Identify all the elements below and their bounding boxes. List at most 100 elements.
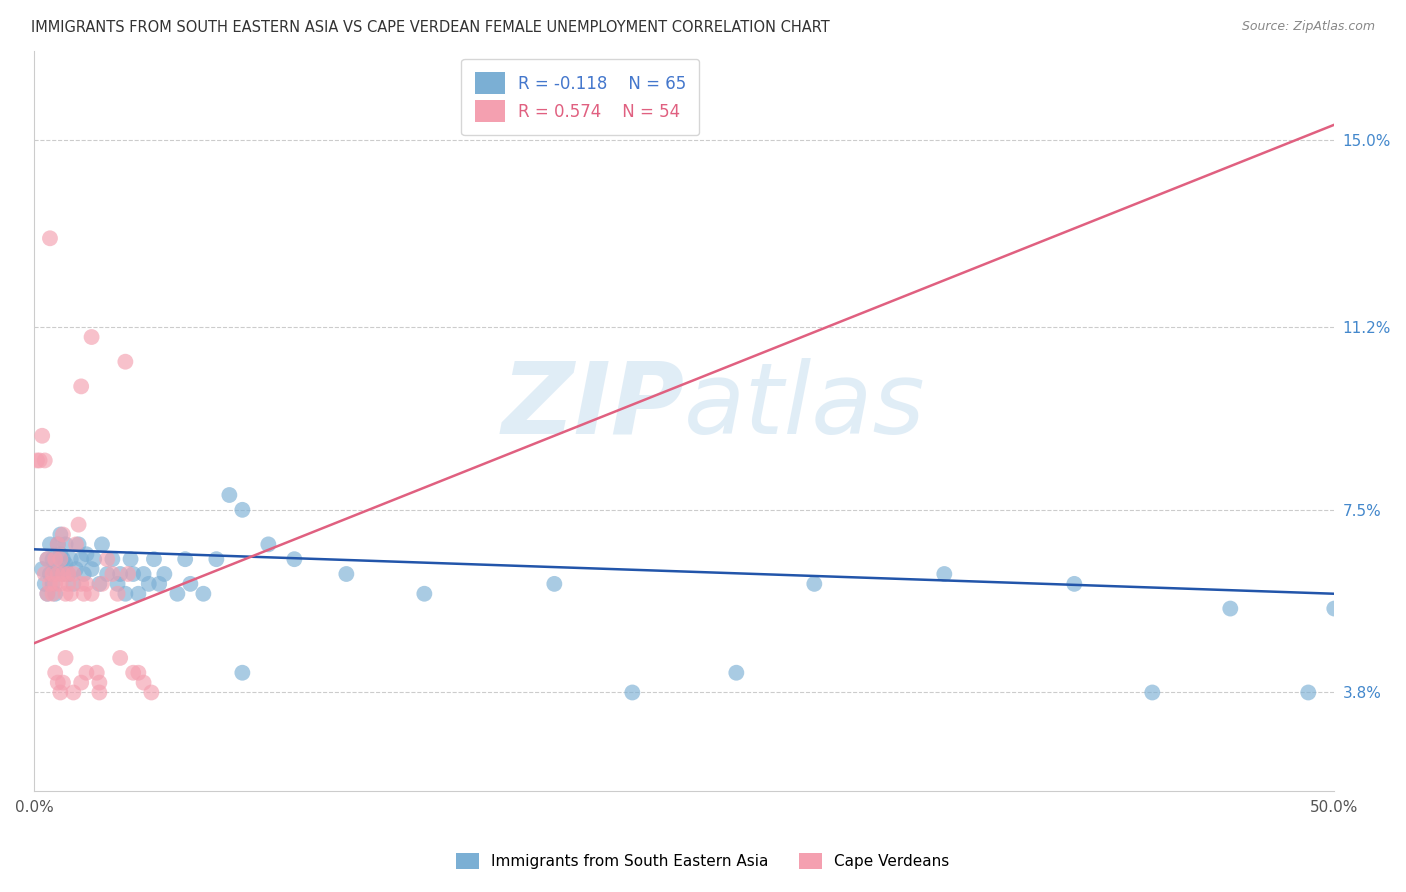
Point — [41, 566, 63, 581]
Point — [65, 562, 87, 576]
Point — [218, 488, 240, 502]
Point — [70, 552, 93, 566]
Point — [46, 537, 69, 551]
Point — [56, 566, 79, 581]
Text: ZIP: ZIP — [502, 358, 685, 455]
Point — [39, 537, 62, 551]
Point — [143, 552, 166, 566]
Point — [1323, 601, 1346, 615]
Point — [34, 566, 56, 581]
Point — [44, 665, 66, 680]
Point — [725, 665, 748, 680]
Point — [138, 577, 160, 591]
Point — [65, 537, 87, 551]
Point — [231, 503, 253, 517]
Point — [117, 566, 139, 581]
Point — [75, 547, 97, 561]
Point — [543, 577, 565, 591]
Point — [55, 587, 77, 601]
Point — [803, 577, 825, 591]
Point — [80, 330, 103, 344]
Point — [52, 675, 75, 690]
Point — [46, 537, 69, 551]
Point — [62, 685, 84, 699]
Point — [132, 566, 155, 581]
Point — [132, 675, 155, 690]
Text: IMMIGRANTS FROM SOUTH EASTERN ASIA VS CAPE VERDEAN FEMALE UNEMPLOYMENT CORRELATI: IMMIGRANTS FROM SOUTH EASTERN ASIA VS CA… — [31, 20, 830, 35]
Point — [55, 557, 77, 571]
Point — [114, 587, 136, 601]
Point — [31, 429, 53, 443]
Point — [127, 665, 149, 680]
Point — [108, 651, 131, 665]
Point — [231, 665, 253, 680]
Point — [89, 675, 111, 690]
Point — [37, 552, 59, 566]
Legend: Immigrants from South Eastern Asia, Cape Verdeans: Immigrants from South Eastern Asia, Cape… — [450, 847, 956, 875]
Point — [1219, 601, 1241, 615]
Point — [101, 552, 124, 566]
Point — [49, 547, 72, 561]
Point — [96, 552, 118, 566]
Text: atlas: atlas — [685, 358, 927, 455]
Point — [621, 685, 644, 699]
Text: Source: ZipAtlas.com: Source: ZipAtlas.com — [1241, 20, 1375, 33]
Point — [31, 562, 53, 576]
Point — [107, 587, 129, 601]
Point — [91, 537, 114, 551]
Point — [75, 577, 97, 591]
Point — [37, 552, 59, 566]
Point — [70, 577, 93, 591]
Point — [62, 577, 84, 591]
Point — [174, 552, 197, 566]
Point — [34, 453, 56, 467]
Point — [73, 566, 96, 581]
Point — [91, 577, 114, 591]
Point — [1298, 685, 1320, 699]
Point — [34, 577, 56, 591]
Point — [62, 566, 84, 581]
Point — [193, 587, 215, 601]
Point — [59, 552, 82, 566]
Point — [1063, 577, 1085, 591]
Legend: R = -0.118    N = 65, R = 0.574    N = 54: R = -0.118 N = 65, R = 0.574 N = 54 — [461, 59, 699, 136]
Point — [41, 552, 63, 566]
Point — [44, 587, 66, 601]
Point — [55, 651, 77, 665]
Point — [25, 453, 48, 467]
Point — [101, 566, 124, 581]
Point — [39, 577, 62, 591]
Point — [120, 552, 142, 566]
Point — [1142, 685, 1164, 699]
Point — [148, 577, 170, 591]
Point — [335, 566, 357, 581]
Point — [49, 685, 72, 699]
Point — [39, 231, 62, 245]
Point — [89, 577, 111, 591]
Point — [141, 685, 163, 699]
Point — [41, 587, 63, 601]
Point — [179, 577, 201, 591]
Point — [257, 537, 280, 551]
Point — [49, 577, 72, 591]
Point — [70, 675, 93, 690]
Point — [55, 537, 77, 551]
Point — [44, 566, 66, 581]
Point — [46, 675, 69, 690]
Point — [49, 552, 72, 566]
Point — [205, 552, 228, 566]
Point — [52, 552, 75, 566]
Point — [89, 685, 111, 699]
Point — [52, 566, 75, 581]
Point — [70, 379, 93, 393]
Point — [108, 566, 131, 581]
Point — [28, 453, 51, 467]
Point — [413, 587, 436, 601]
Point — [56, 566, 79, 581]
Point — [44, 552, 66, 566]
Point — [44, 577, 66, 591]
Point — [37, 587, 59, 601]
Point — [122, 665, 145, 680]
Point — [52, 527, 75, 541]
Point — [75, 665, 97, 680]
